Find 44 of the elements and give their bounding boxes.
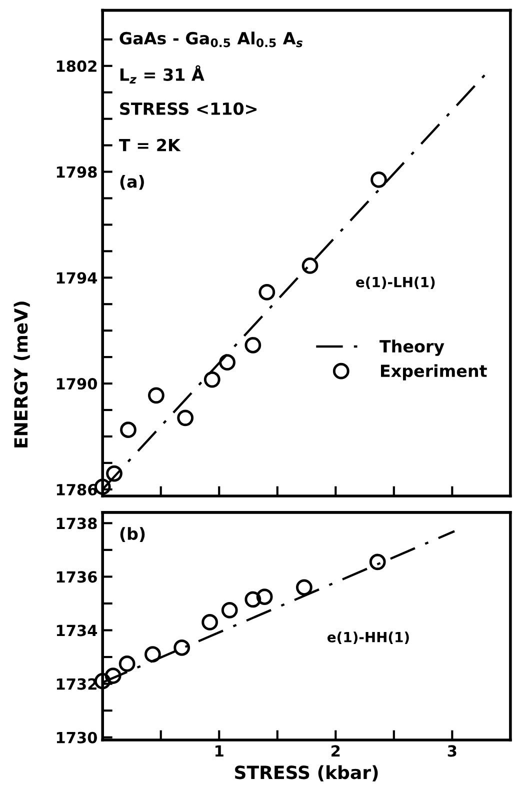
y-tick-label: 1802	[56, 60, 96, 72]
point	[118, 656, 136, 672]
point	[302, 258, 318, 274]
y-tick-label: 1736	[56, 571, 97, 583]
y-tick-label: 1738	[56, 518, 97, 530]
annotation: L$_{z}$ = 31 Å	[120, 65, 204, 84]
annotation: T = 2K	[118, 138, 181, 152]
point	[244, 591, 262, 608]
point	[221, 602, 238, 618]
point	[258, 284, 276, 300]
x-tick-label: 1	[216, 745, 224, 756]
point	[244, 336, 262, 354]
annotation: (b)	[120, 527, 145, 542]
point	[219, 354, 236, 371]
annotation: GaAs - Ga$_{0.5}$ Al$_{0.5}$ A$_{s}$	[120, 32, 302, 48]
point	[256, 588, 273, 605]
point	[104, 668, 122, 684]
annotation: (a)	[120, 174, 144, 190]
y-tick-label: 1732	[56, 678, 96, 690]
y-tick-label: 1730	[56, 732, 98, 744]
point	[120, 422, 136, 438]
annotation: e(1)-LH(1)	[356, 276, 435, 289]
y-axis-title: ENERGY (meV)	[14, 302, 30, 448]
y-tick-label: 1734	[56, 624, 98, 636]
point	[204, 371, 220, 388]
annotation: STRESS <110>	[120, 102, 257, 115]
y-tick-label: 1798	[56, 166, 97, 178]
point	[144, 646, 161, 663]
legend-label: Experiment	[381, 364, 487, 380]
annotation: e(1)-HH(1)	[328, 632, 409, 644]
point	[174, 639, 190, 656]
point	[148, 387, 164, 404]
point	[177, 410, 194, 426]
point	[370, 172, 387, 188]
x-tick-label: 2	[332, 745, 340, 756]
point	[369, 554, 386, 570]
point	[202, 614, 218, 630]
y-tick-label: 1794	[56, 272, 98, 284]
point	[106, 465, 122, 482]
y-tick-label: 1790	[56, 378, 98, 390]
x-axis-title: STRESS (kbar)	[235, 765, 378, 782]
x-tick-label: 3	[448, 745, 456, 757]
point	[296, 579, 312, 596]
legend-label: Theory	[380, 340, 444, 356]
